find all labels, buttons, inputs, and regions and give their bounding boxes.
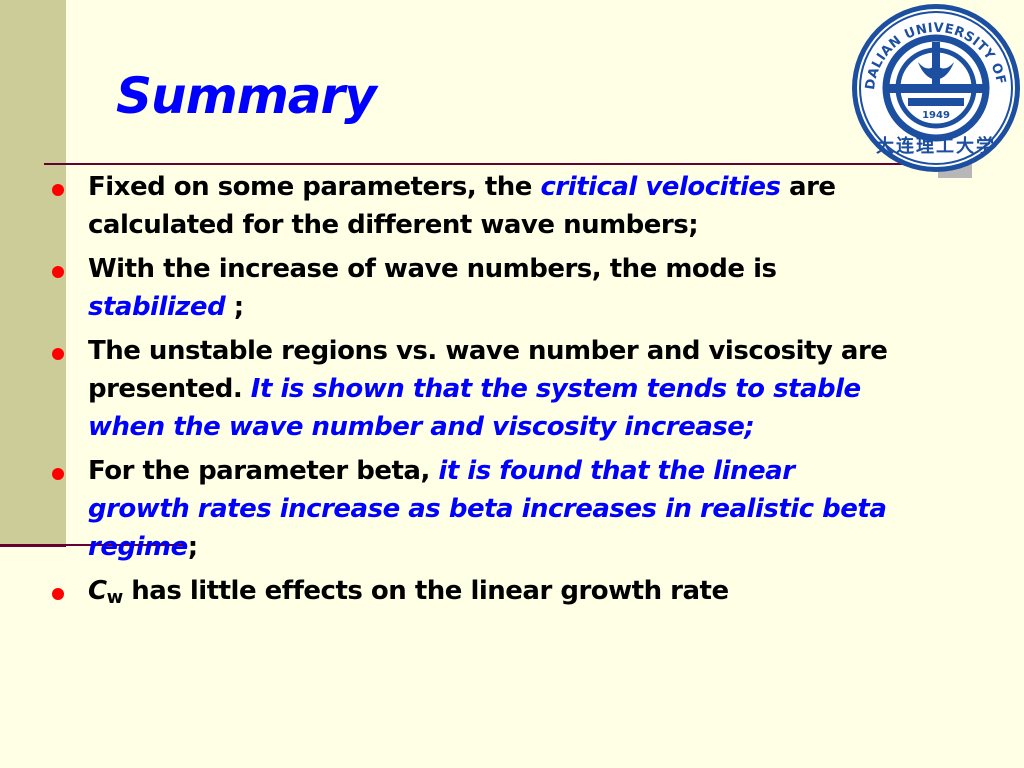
bullet-icon [52, 468, 64, 480]
bullet-icon [52, 266, 64, 278]
bullet-icon [52, 588, 64, 600]
logo-year: 1949 [922, 110, 950, 121]
summary-list: Fixed on some parameters, the critical v… [50, 168, 900, 623]
highlight-text: critical velocities [540, 172, 781, 202]
bullet-icon [52, 184, 64, 196]
highlight-text: stabilized [88, 292, 226, 322]
list-item: The unstable regions vs. wave number and… [50, 332, 900, 446]
slide-title: Summary [116, 67, 377, 125]
list-item: Cw has little effects on the linear grow… [50, 572, 900, 617]
title-divider [44, 163, 949, 165]
cw-subscript: w [106, 587, 124, 608]
logo-chinese-name: 大连理工大学 [876, 135, 996, 157]
bullet-icon [52, 348, 64, 360]
sidebar-accent-line [0, 544, 66, 547]
university-logo: DALIAN UNIVERSITY OF TECHNOLOGY 1949 大连理… [842, 0, 1024, 172]
highlight-text: it is found that the linear growth rates… [88, 456, 887, 562]
list-item: For the parameter beta, it is found that… [50, 452, 900, 566]
highlight-text: It is shown that the system tends to sta… [88, 374, 861, 442]
cw-symbol: C [88, 576, 107, 606]
sidebar-accent-extension [66, 544, 186, 546]
list-item: Fixed on some parameters, the critical v… [50, 168, 900, 244]
list-item: With the increase of wave numbers, the m… [50, 250, 900, 326]
